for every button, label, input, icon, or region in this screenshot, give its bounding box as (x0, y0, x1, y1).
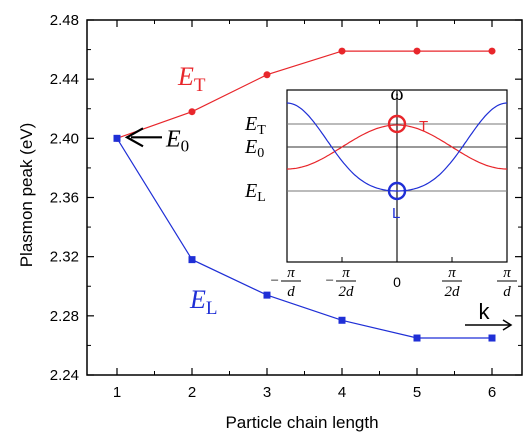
inset-curve-T (287, 124, 507, 170)
inset-x-tick-sign: − (271, 273, 279, 289)
data-point-L (113, 134, 121, 142)
y-tick-label: 2.48 (50, 12, 79, 29)
y-tick-label: 2.24 (50, 367, 79, 384)
x-tick-label: 6 (488, 384, 496, 401)
main-plot: 2.24 2.28 2.32 2.36 2.40 2.44 2.48 1 2 3 4 5 6 ET EL E0… (50, 12, 523, 401)
x-tick-label: 1 (113, 384, 121, 401)
inset-marker-T (387, 114, 407, 134)
inset-level-label-T: ET (244, 113, 266, 138)
series-line-T (116, 50, 492, 139)
data-point-T (413, 47, 421, 55)
x-tick-label: 2 (188, 384, 196, 401)
data-point-L (263, 291, 271, 299)
inset-x-tick-numerator: π (287, 265, 295, 281)
inset-level-label-L: EL (244, 180, 266, 205)
x-tick-label: 5 (413, 384, 421, 401)
inset-x-tick-denominator: d (503, 284, 511, 300)
y-tick-label: 2.28 (50, 308, 79, 325)
inset-x-tick-label: 0 (393, 274, 401, 290)
data-point-L (488, 334, 496, 342)
inset-level-label-0: E0 (244, 136, 264, 161)
x-tick-label: 3 (263, 384, 271, 401)
inset-x-tick-numerator: π (448, 265, 456, 281)
inset-x-tick-numerator: π (503, 265, 511, 281)
inset-x-tick-numerator: π (342, 265, 350, 281)
series-label-EL: EL (189, 285, 218, 319)
inset-x-tick-denominator: 2d (445, 284, 461, 300)
data-point-T (338, 47, 346, 55)
inset-x-tick-denominator: 2d (339, 284, 355, 300)
series-line-L (116, 137, 492, 339)
k-arrow-head (502, 319, 513, 331)
e0-arrow-head (124, 127, 144, 148)
series-label-ET: ET (177, 62, 206, 96)
e0-annotation: E0 (165, 126, 189, 155)
inset-x-axis-label: k (479, 299, 491, 324)
data-point-L (413, 334, 421, 342)
x-tick-label: 4 (338, 384, 346, 401)
y-tick-label: 2.40 (50, 130, 79, 147)
inset-x-tick-sign: − (326, 273, 334, 289)
x-axis-label: Particle chain length (225, 413, 378, 432)
y-tick-label: 2.36 (50, 190, 79, 207)
inset-x-tick-denominator: d (287, 284, 295, 300)
inset-marker-label-T: T (419, 118, 428, 135)
data-point-L (338, 316, 346, 324)
data-point-L (188, 256, 196, 264)
data-point-T (488, 47, 496, 55)
inset-y-axis-label: ω (390, 83, 403, 105)
y-tick-label: 2.32 (50, 249, 79, 266)
data-point-T (188, 108, 196, 116)
y-axis-label: Plasmon peak (eV) (17, 123, 36, 268)
inset-marker-L (387, 181, 407, 201)
y-tick-label: 2.44 (50, 71, 79, 88)
inset-curve-L (286, 102, 508, 192)
data-point-T (263, 71, 271, 79)
inset-marker-label-L: L (392, 205, 400, 222)
